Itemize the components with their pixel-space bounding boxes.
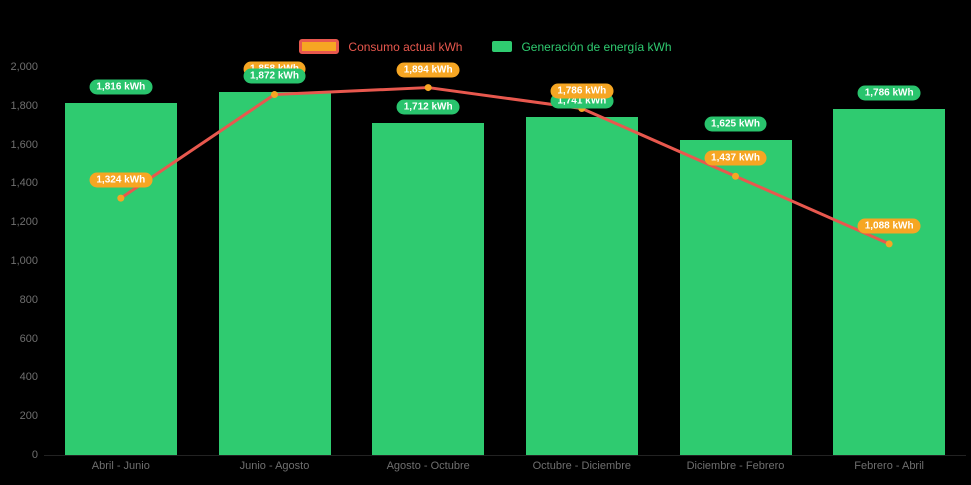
- x-axis-label: Junio - Agosto: [239, 460, 310, 472]
- legend-item-consumo[interactable]: Consumo actual kWh: [299, 39, 462, 54]
- generation-value-label: 1,625 kWh: [704, 116, 767, 132]
- y-tick-label: 1,000: [10, 255, 38, 267]
- generation-value-label: 1,816 kWh: [89, 79, 153, 95]
- y-tick-label: 600: [19, 332, 38, 345]
- consumo-line-swatch-icon: [299, 39, 340, 54]
- consumo-value-label: 1,437 kWh: [704, 150, 767, 166]
- x-axis-label: Febrero - Abril: [854, 460, 924, 472]
- legend-item-generacion[interactable]: Generación de energía kWh: [492, 39, 672, 54]
- generation-bar[interactable]: [64, 102, 177, 455]
- consumo-value-label: 1,786 kWh: [550, 83, 614, 99]
- y-tick-label: 0: [31, 449, 38, 461]
- generation-bar[interactable]: [679, 139, 792, 455]
- y-tick-label: 1,400: [10, 177, 38, 190]
- y-tick-label: 800: [19, 293, 38, 306]
- x-axis-label: Abril - Junio: [91, 460, 150, 472]
- consumo-value-label: 1,324 kWh: [89, 172, 153, 188]
- x-axis-label: Diciembre - Febrero: [686, 460, 785, 472]
- consumo-value-label: 1,088 kWh: [857, 218, 921, 234]
- x-axis-label: Agosto - Octubre: [386, 460, 470, 472]
- y-tick-label: 400: [19, 371, 38, 384]
- generation-value-label: 1,872 kWh: [243, 68, 306, 84]
- generation-value-label: 1,786 kWh: [857, 85, 921, 101]
- generation-bar[interactable]: [833, 108, 946, 455]
- generation-bar[interactable]: [525, 117, 638, 455]
- consumo-value-label: 1,894 kWh: [396, 62, 460, 78]
- generation-value-label: 1,712 kWh: [396, 99, 460, 115]
- y-tick-label: 200: [19, 410, 38, 423]
- consumo-point[interactable]: [424, 84, 432, 92]
- legend-label-generacion: Generación de energía kWh: [521, 39, 672, 54]
- generation-bar[interactable]: [372, 122, 485, 455]
- y-tick-label: 1,800: [10, 99, 38, 112]
- chart-legend: Consumo actual kWh Generación de energía…: [0, 39, 971, 54]
- y-tick-label: 1,200: [10, 216, 38, 229]
- generation-bar[interactable]: [218, 91, 331, 455]
- legend-label-consumo: Consumo actual kWh: [348, 39, 463, 54]
- x-axis-line: [44, 455, 966, 456]
- generacion-bar-swatch-icon: [492, 41, 513, 52]
- y-tick-label: 1,600: [10, 138, 38, 151]
- x-axis-label: Octubre - Diciembre: [532, 460, 632, 472]
- y-tick-label: 2,000: [10, 61, 38, 73]
